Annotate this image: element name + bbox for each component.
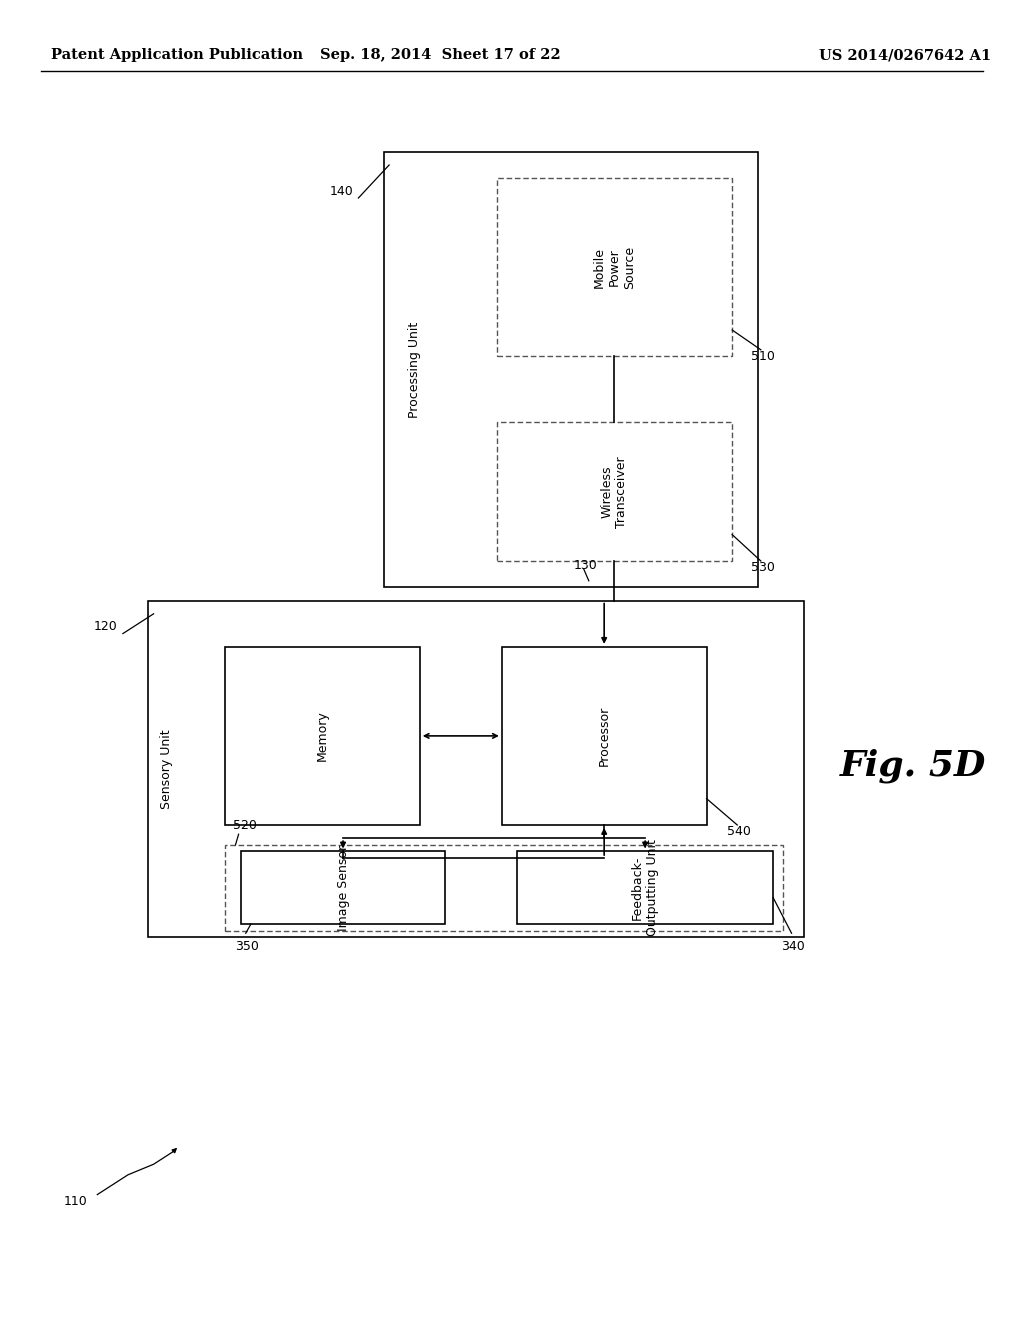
- Text: 510: 510: [751, 350, 774, 363]
- Text: Image Sensor: Image Sensor: [337, 845, 349, 931]
- Bar: [384, 152, 758, 587]
- Text: Sep. 18, 2014  Sheet 17 of 22: Sep. 18, 2014 Sheet 17 of 22: [319, 49, 561, 62]
- Bar: [497, 178, 732, 356]
- Bar: [225, 845, 783, 931]
- Text: 520: 520: [233, 818, 257, 832]
- Text: 130: 130: [573, 558, 597, 572]
- Bar: [148, 601, 804, 937]
- Text: Processing Unit: Processing Unit: [409, 322, 421, 417]
- Bar: [497, 422, 732, 561]
- Text: Wireless
Transceiver: Wireless Transceiver: [600, 455, 629, 528]
- Text: 350: 350: [236, 940, 259, 953]
- Text: 110: 110: [63, 1195, 87, 1208]
- Bar: [517, 851, 773, 924]
- Text: US 2014/0267642 A1: US 2014/0267642 A1: [819, 49, 991, 62]
- Text: 340: 340: [781, 940, 805, 953]
- Text: Processor: Processor: [598, 706, 610, 766]
- Bar: [241, 851, 445, 924]
- Text: 120: 120: [94, 620, 118, 634]
- Bar: [502, 647, 707, 825]
- Text: 540: 540: [727, 825, 751, 838]
- Text: 140: 140: [330, 185, 353, 198]
- Text: Sensory Unit: Sensory Unit: [161, 729, 173, 809]
- Text: Patent Application Publication: Patent Application Publication: [51, 49, 303, 62]
- Text: Fig. 5D: Fig. 5D: [840, 748, 986, 783]
- Text: Mobile
Power
Source: Mobile Power Source: [593, 246, 636, 289]
- Text: Memory: Memory: [316, 710, 329, 762]
- Text: 530: 530: [751, 561, 774, 574]
- Bar: [225, 647, 420, 825]
- Text: Feedback-
Outputting Unit: Feedback- Outputting Unit: [631, 840, 659, 936]
